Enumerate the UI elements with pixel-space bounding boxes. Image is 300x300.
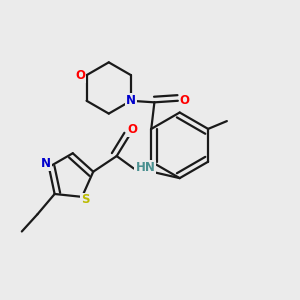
Text: N: N [126,94,136,107]
Text: O: O [180,94,190,107]
Text: N: N [41,158,51,170]
Text: O: O [127,123,137,136]
Text: HN: HN [135,160,155,173]
Text: S: S [81,194,89,206]
Text: O: O [75,69,85,82]
